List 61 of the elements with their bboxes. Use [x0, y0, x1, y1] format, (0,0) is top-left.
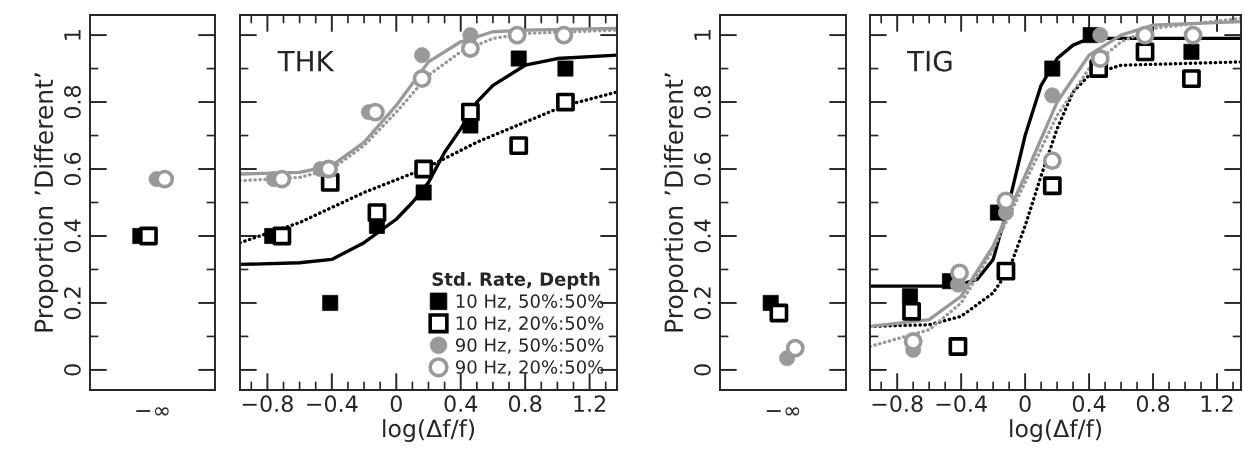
x-tick-label: 0	[390, 395, 402, 413]
y-axis-title: Proportion ’Different’	[663, 73, 689, 332]
point	[460, 39, 480, 58]
x-tick-label: 0.4	[1072, 395, 1106, 413]
y-tick-label: 0.8	[64, 85, 81, 119]
point	[460, 102, 480, 122]
point	[412, 69, 432, 89]
legend-label: 90 Hz, 20%:50%	[455, 360, 604, 376]
x-tick-label: 0.8	[1136, 395, 1170, 413]
text: THK	[277, 51, 335, 72]
y-tick-label: 0.8	[694, 85, 711, 119]
point	[554, 25, 574, 45]
point	[903, 332, 923, 351]
point	[1183, 25, 1203, 45]
text: TIG	[907, 50, 952, 72]
y-tick-label: 0	[694, 364, 711, 376]
point	[902, 301, 921, 321]
point	[1182, 69, 1201, 89]
x-tick-label: 1.2	[1201, 395, 1233, 412]
x-tick-label: −∞	[766, 407, 800, 416]
point	[1135, 42, 1155, 62]
point	[556, 92, 575, 112]
point	[996, 261, 1016, 281]
x-tick-label: 1.2	[574, 395, 606, 412]
point	[950, 263, 969, 283]
x-tick-label: 0.8	[508, 395, 542, 413]
point	[1135, 25, 1155, 45]
point	[414, 159, 434, 179]
x-tick-label: −0.4	[936, 395, 987, 413]
x-tick-label: −0.8	[242, 395, 293, 413]
x-tick-label: −0.8	[872, 395, 923, 413]
y-tick-label: 0.2	[64, 287, 81, 320]
point	[507, 25, 527, 45]
point	[319, 159, 339, 179]
point	[1042, 151, 1062, 171]
y-tick-label: 0.4	[64, 219, 81, 253]
x-tick-label: −∞	[136, 407, 169, 416]
point	[272, 226, 292, 246]
x-tick-label: −0.4	[307, 395, 358, 413]
x-axis-title: log(Δf/f)	[383, 419, 475, 442]
y-tick-label: 1	[64, 30, 81, 40]
y-axis-title: Proportion ’Different’	[33, 73, 59, 332]
y-tick-label: 0.6	[694, 152, 711, 186]
point	[996, 191, 1016, 211]
x-tick-label: 0.4	[444, 395, 478, 413]
y-tick-label: 0	[64, 364, 81, 376]
legend-label: 90 Hz, 50%:50%	[455, 338, 604, 354]
legend-title: Std. Rate, Depth	[432, 271, 600, 290]
point	[948, 337, 968, 356]
point	[367, 203, 387, 222]
y-tick-label: 0.6	[64, 152, 81, 186]
legend-label: 10 Hz, 50%:50%	[456, 294, 604, 310]
legend-label: 10 Hz, 20%:50%	[456, 316, 604, 332]
x-tick-label: 0	[1019, 395, 1031, 413]
x-axis-title: log(Δf/f)	[1010, 419, 1102, 442]
y-tick-label: 0.4	[694, 219, 711, 253]
y-tick-label: 0.2	[694, 287, 711, 320]
point	[1042, 176, 1062, 196]
point	[509, 136, 529, 155]
point	[1090, 49, 1110, 68]
y-tick-label: 1	[694, 30, 711, 40]
